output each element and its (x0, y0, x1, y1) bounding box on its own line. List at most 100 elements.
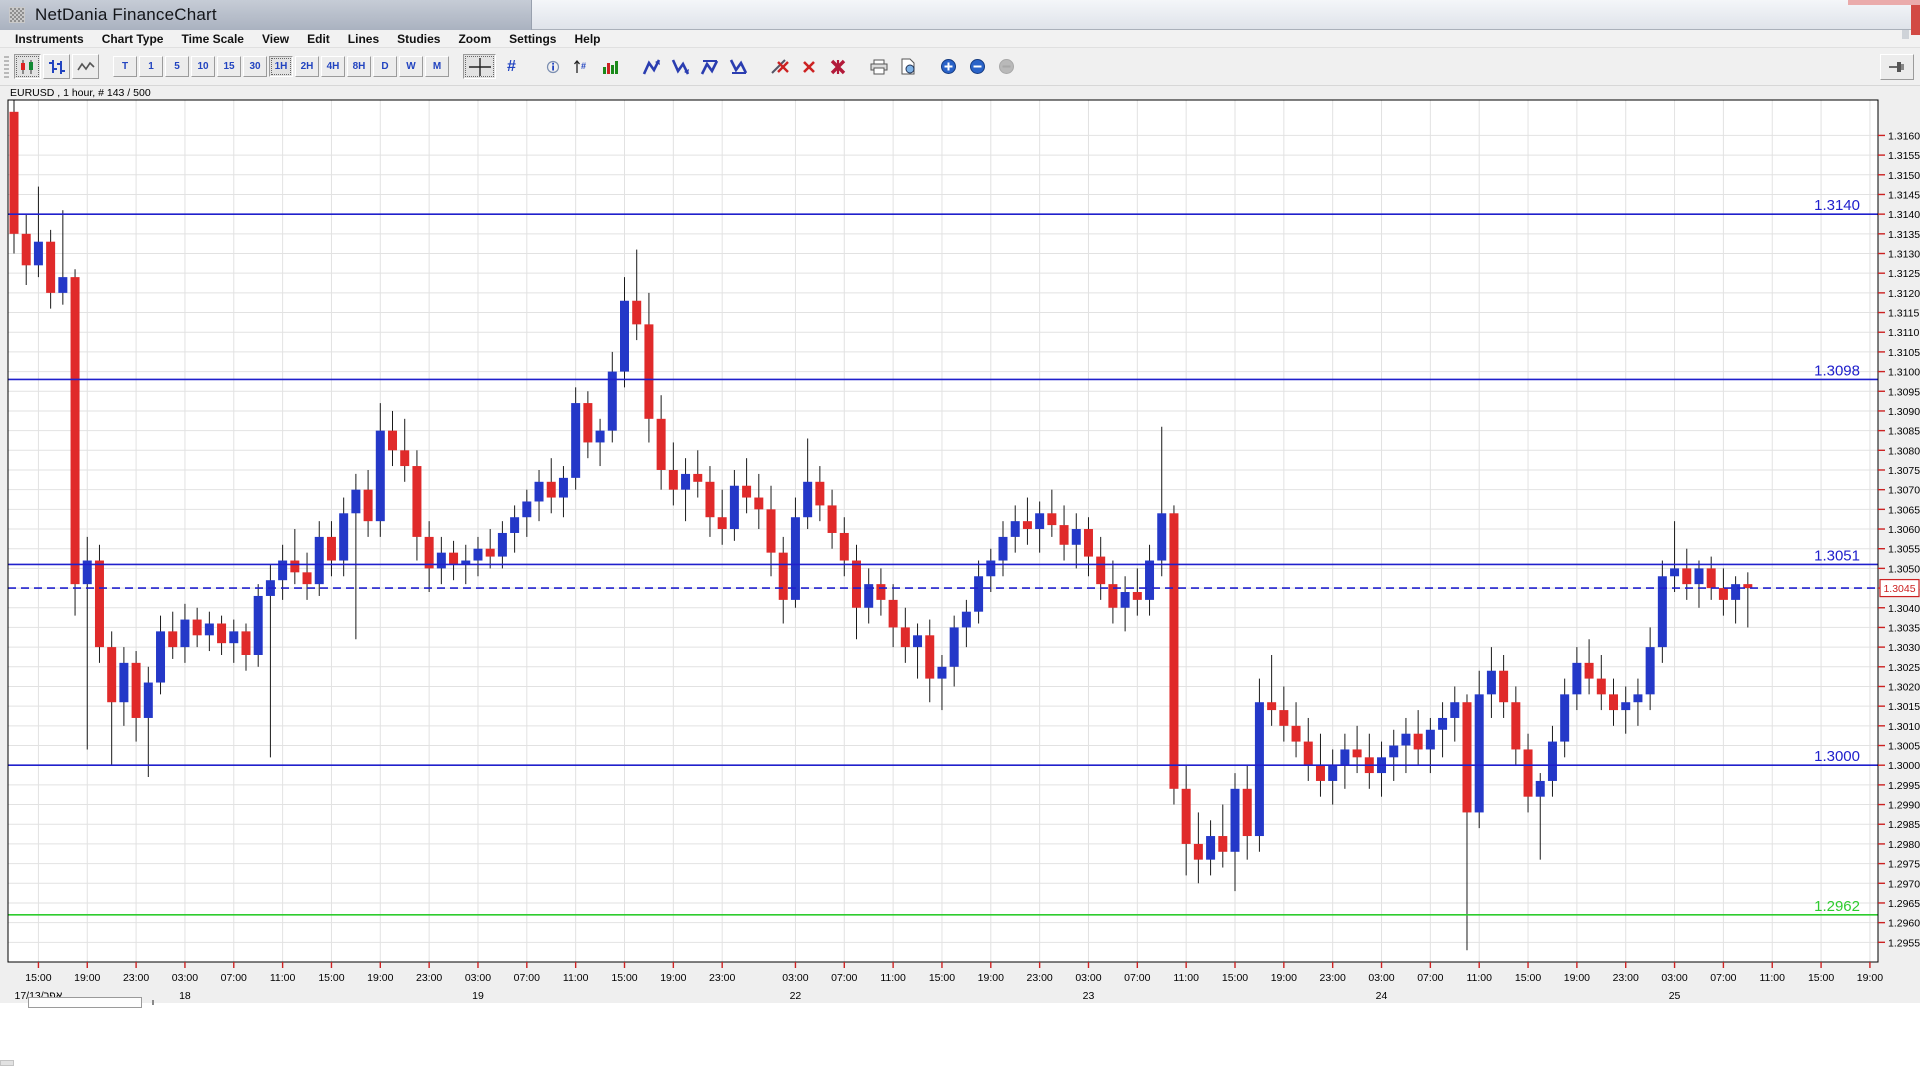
candle-body (925, 635, 935, 679)
candle-body (937, 666, 947, 679)
delete-line-button[interactable] (766, 54, 793, 79)
info-marker-button[interactable] (539, 54, 566, 79)
candle-body (632, 300, 642, 325)
candle-body (1279, 710, 1289, 726)
timeframe-button-4h[interactable]: 4H (321, 56, 345, 77)
bar-count-button[interactable]: # (568, 54, 595, 79)
menu-item-zoom[interactable]: Zoom (458, 31, 492, 46)
y-axis-tick-label: 1.3105 (1888, 347, 1920, 359)
x-axis-date-label: 24 (1376, 990, 1388, 1002)
menu-item-settings[interactable]: Settings (509, 31, 557, 46)
hash-tool-button[interactable]: # (498, 54, 525, 79)
y-axis-tick-label: 1.3065 (1888, 504, 1920, 516)
x-axis-time-label: 15:00 (929, 972, 955, 984)
level-label: 1.3051 (1814, 547, 1860, 564)
candle-body (1352, 749, 1362, 758)
y-axis-tick-label: 1.3115 (1888, 308, 1919, 320)
timeframe-button-1[interactable]: 1 (139, 56, 163, 77)
candle-body (681, 473, 691, 490)
zoom-reset-button[interactable] (993, 54, 1020, 79)
print-preview-button[interactable] (894, 54, 921, 79)
zoom-in-button[interactable] (935, 54, 962, 79)
trendchannel-down-button[interactable] (725, 54, 752, 79)
timeframe-button-d[interactable]: D (373, 56, 397, 77)
plot-area[interactable] (8, 100, 1878, 962)
candle-body (21, 233, 31, 266)
timeframe-button-15[interactable]: 15 (217, 56, 241, 77)
candle-body (1450, 702, 1460, 718)
print-button[interactable] (865, 54, 892, 79)
candlestick-chart-button[interactable] (14, 54, 41, 79)
trendline-down-button[interactable] (667, 54, 694, 79)
y-axis: 1.3160 1.3155 1.3150 1.3145 1.3140 1.3135 1.31… (1878, 130, 1920, 949)
candle-body (876, 584, 886, 600)
y-axis-tick-label: 1.3070 (1888, 485, 1920, 497)
menu-item-edit[interactable]: Edit (307, 31, 330, 46)
x-axis-time-label: 15:00 (1808, 972, 1834, 984)
candle-body (974, 576, 984, 612)
timeframe-button-5[interactable]: 5 (165, 56, 189, 77)
volume-study-button[interactable] (597, 54, 624, 79)
delete-all-button[interactable] (824, 54, 851, 79)
candle-body (1584, 662, 1594, 679)
candle-body (1706, 568, 1716, 589)
zoom-out-icon (970, 59, 985, 74)
trendline-up-button[interactable] (638, 54, 665, 79)
candle-body (693, 473, 703, 482)
menu-item-studies[interactable]: Studies (397, 31, 441, 46)
candle-body (1059, 525, 1069, 545)
timeframe-button-w[interactable]: W (399, 56, 423, 77)
y-axis-tick-label: 1.3035 (1888, 622, 1920, 634)
candle-body (436, 552, 446, 569)
candle-body (986, 560, 996, 577)
candle-body (913, 635, 923, 648)
timeframe-button-m[interactable]: M (425, 56, 449, 77)
candle-body (1560, 694, 1570, 742)
toolbar: T 1 5 10 15 30 1H 2H 4H 8H D W M # # (0, 48, 1920, 86)
timeframe-button-10[interactable]: 10 (191, 56, 215, 77)
pin-panel-button[interactable] (1880, 54, 1914, 80)
candle-body (803, 481, 813, 518)
line-chart-button[interactable] (72, 54, 99, 79)
candle-body (595, 430, 605, 443)
timeframe-button-1h[interactable]: 1H (269, 56, 293, 77)
candle-body (1438, 717, 1448, 730)
x-axis-time-label: 03:00 (172, 972, 198, 984)
x-axis-time-label: 19:00 (74, 972, 100, 984)
candle-body (1242, 788, 1252, 837)
x-axis-time-label: 03:00 (465, 972, 491, 984)
menu-item-chart-type[interactable]: Chart Type (101, 31, 164, 46)
print-group (865, 54, 923, 79)
menu-item-time-scale[interactable]: Time Scale (181, 31, 244, 46)
x-axis-time-label: 19:00 (1271, 972, 1297, 984)
candle-body (766, 509, 776, 553)
candle-body (1047, 513, 1057, 526)
timeframe-button-2h[interactable]: 2H (295, 56, 319, 77)
candle-body (1120, 592, 1130, 608)
candle-body (217, 623, 227, 644)
price-chart[interactable]: 1.31401.30981.30511.30001.29621.31601.31… (0, 86, 1920, 1003)
candle-body (375, 430, 385, 522)
zoom-out-button[interactable] (964, 54, 991, 79)
candle-body (1157, 513, 1167, 561)
candle-body (1096, 556, 1106, 585)
timeframe-button-30[interactable]: 30 (243, 56, 267, 77)
y-axis-tick-label: 1.2990 (1888, 800, 1920, 812)
trendchannel-up-button[interactable] (696, 54, 723, 79)
menu-item-lines[interactable]: Lines (347, 31, 380, 46)
app-title-tab[interactable]: NetDania FinanceChart (0, 0, 532, 30)
bar-chart-button[interactable] (43, 54, 70, 79)
menu-item-view[interactable]: View (261, 31, 290, 46)
x-axis-time-label: 23:00 (416, 972, 442, 984)
ohlc-bar-icon (48, 59, 65, 74)
timeframe-button-t[interactable]: T (113, 56, 137, 77)
toolbar-drag-handle[interactable] (4, 53, 9, 80)
crosshair-button[interactable] (463, 54, 496, 79)
x-axis: 15:00 19:00 23:00 03:00 07:00 11:00 15:00 19:00… (15, 962, 1883, 1002)
timeframe-button-8h[interactable]: 8H (347, 56, 371, 77)
candle-body (1193, 843, 1203, 860)
delete-selected-button[interactable] (795, 54, 822, 79)
menu-item-help[interactable]: Help (574, 31, 601, 46)
x-axis-time-label: 11:00 (270, 972, 296, 984)
menu-item-instruments[interactable]: Instruments (15, 31, 84, 46)
